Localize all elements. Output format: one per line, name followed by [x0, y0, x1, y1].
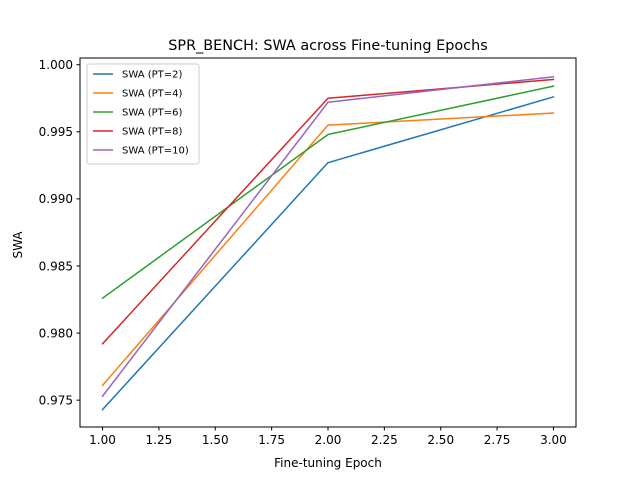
y-tick-label: 0.980	[39, 326, 73, 340]
legend: SWA (PT=2) SWA (PT=4) SWA (PT=6) SWA (PT=8)…	[86, 63, 200, 165]
x-tick-label: 2.00	[315, 433, 342, 447]
plot-area: 1.00 1.25 1.50 1.75 2.00 2.25 2.50 2.75 3.00 0.97…	[39, 57, 577, 447]
x-tick-label: 2.25	[371, 433, 398, 447]
x-tick-label: 1.50	[202, 433, 229, 447]
y-tick-label: 0.990	[39, 192, 73, 206]
y-tick-label: 0.985	[39, 259, 73, 273]
legend-label: SWA (PT=4)	[122, 89, 182, 100]
y-tick-label: 1.000	[39, 58, 73, 72]
y-axis-title: SWA	[11, 231, 25, 259]
x-tick-label: 1.75	[258, 433, 285, 447]
legend-label: SWA (PT=6)	[122, 108, 182, 119]
y-tick-label: 0.995	[39, 125, 73, 139]
x-axis-title: Fine-tuning Epoch	[274, 456, 382, 470]
series-line-3	[101, 85, 555, 300]
x-tick-label: 2.50	[427, 433, 454, 447]
x-tick-label: 2.75	[484, 433, 511, 447]
legend-box	[86, 63, 200, 165]
legend-label: SWA (PT=8)	[122, 127, 182, 138]
y-tick-label: 0.975	[39, 393, 73, 407]
series-line-1	[101, 95, 555, 411]
x-tick-label: 1.25	[146, 433, 173, 447]
series-line-5	[101, 75, 555, 398]
x-tick-label: 3.00	[540, 433, 567, 447]
legend-label: SWA (PT=2)	[122, 70, 182, 81]
x-tick-label: 1.00	[89, 433, 116, 447]
chart-title: SPR_BENCH: SWA across Fine-tuning Epochs	[168, 38, 487, 54]
legend-label: SWA (PT=10)	[122, 146, 189, 157]
series-group	[101, 75, 555, 411]
